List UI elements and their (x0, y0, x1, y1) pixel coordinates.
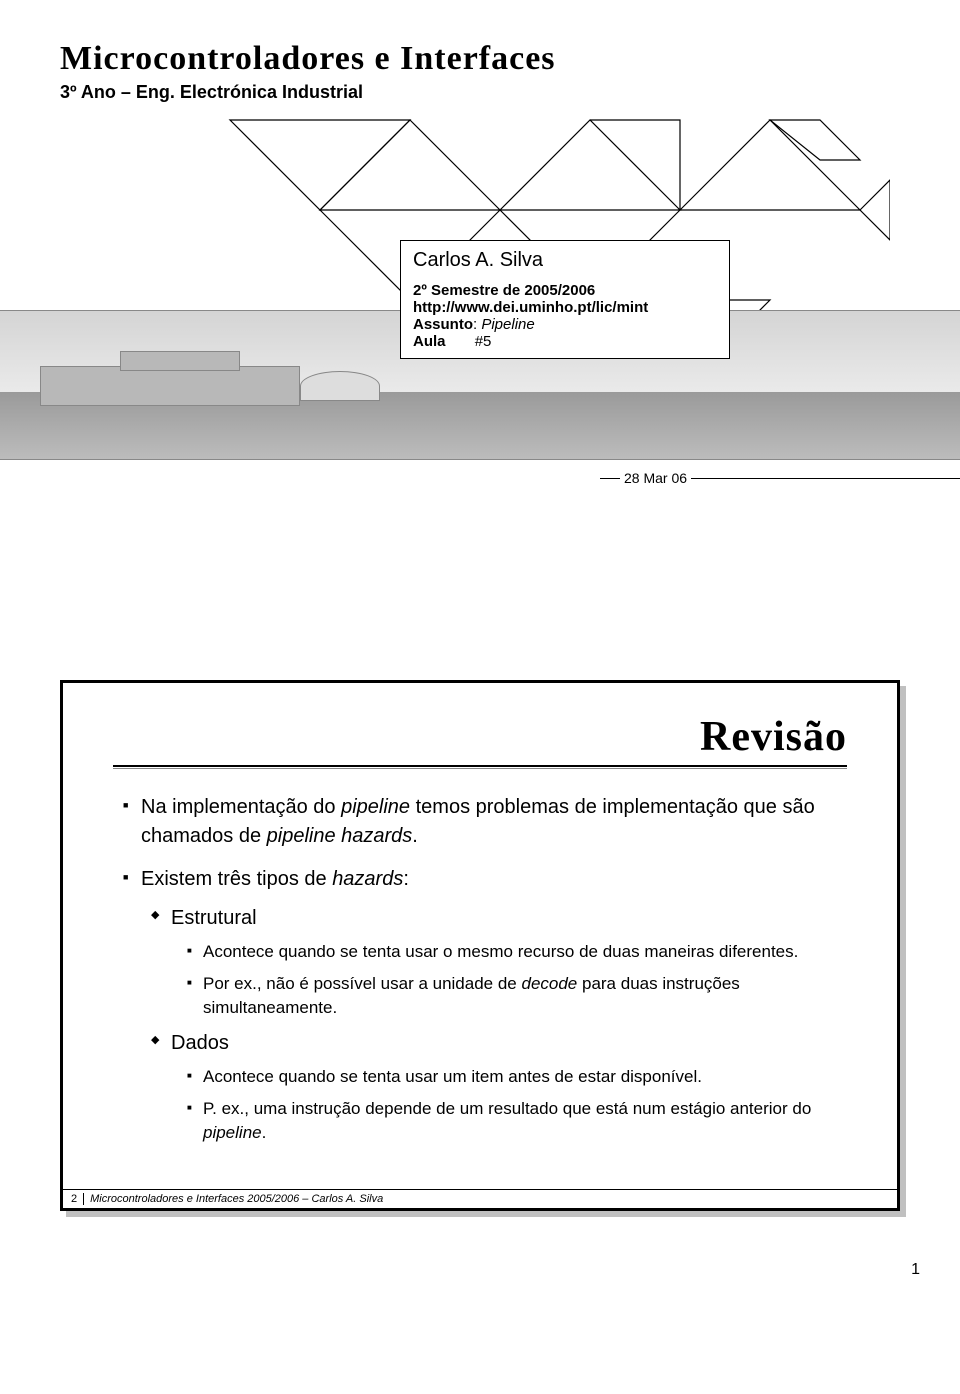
subject-label: Assunto (413, 316, 473, 333)
course-title: Microcontroladores e Interfaces (60, 40, 900, 78)
course-url: http://www.dei.uminho.pt/lic/mint (413, 299, 717, 316)
lecture-row: Aula #5 (413, 333, 717, 350)
slide2-title: Revisão (113, 713, 847, 761)
author-name: Carlos A. Silva (413, 249, 717, 272)
lecture-number: #5 (475, 333, 492, 350)
structural-desc: Acontece quando se tenta usar o mesmo re… (187, 940, 847, 964)
author-info-box: Carlos A. Silva 2º Semestre de 2005/2006… (400, 240, 730, 359)
slide-number: 2 (71, 1193, 84, 1205)
lecture-label: Aula (413, 333, 446, 350)
course-subtitle: 3º Ano – Eng. Electrónica Industrial (60, 82, 900, 103)
bullet-hazards-intro: Na implementação do pipeline temos probl… (123, 793, 847, 851)
title-underline (113, 765, 847, 769)
date-text: 28 Mar 06 (620, 470, 691, 486)
slide-1: Microcontroladores e Interfaces 3º Ano –… (60, 40, 900, 640)
slide-footer: 2 Microcontroladores e Interfaces 2005/2… (63, 1189, 897, 1208)
hazard-structural: Estrutural Acontece quando se tenta usar… (151, 904, 847, 1019)
hazard-data: Dados Acontece quando se tenta usar um i… (151, 1029, 847, 1144)
structural-example: Por ex., não é possível usar a unidade d… (187, 972, 847, 1020)
subject-row: Assunto: Pipeline (413, 316, 717, 333)
page-number: 1 (0, 1231, 960, 1299)
bullet-hazard-types: Existem três tipos de hazards: Estrutura… (123, 865, 847, 1145)
footer-text: Microcontroladores e Interfaces 2005/200… (90, 1193, 383, 1205)
subject-value: Pipeline (481, 316, 534, 333)
slide-date: 28 Mar 06 (620, 470, 691, 486)
data-desc: Acontece quando se tenta usar um item an… (187, 1065, 847, 1089)
semester-label: 2º Semestre de 2005/2006 (413, 282, 717, 299)
bullet-list: Na implementação do pipeline temos probl… (113, 793, 847, 1145)
data-example: P. ex., uma instrução depende de um resu… (187, 1097, 847, 1145)
slide-2: Revisão Na implementação do pipeline tem… (60, 680, 900, 1211)
